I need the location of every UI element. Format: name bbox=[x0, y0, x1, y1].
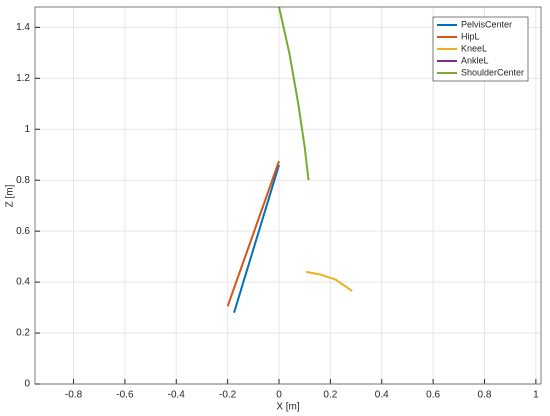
x-tick-label: -0.2 bbox=[219, 390, 237, 401]
legend-label: ShoulderCenter bbox=[461, 67, 524, 77]
y-tick-label: 0.4 bbox=[16, 277, 30, 288]
y-axis-label: Z [m] bbox=[5, 184, 16, 207]
y-tick-label: 0.8 bbox=[16, 175, 30, 186]
y-tick-label: 1 bbox=[24, 124, 30, 135]
x-tick-label: 0.4 bbox=[375, 390, 389, 401]
x-tick-label: 1 bbox=[533, 390, 539, 401]
y-tick-label: 0.2 bbox=[16, 328, 30, 339]
y-tick-label: 0.6 bbox=[16, 226, 30, 237]
line bbox=[233, 164, 280, 313]
legend: PelvisCenter HipL KneeL AnkleL ShoulderCente… bbox=[432, 16, 529, 82]
y-tick-label: 1.4 bbox=[16, 22, 30, 33]
x-tick-label: -0.8 bbox=[65, 390, 83, 401]
line bbox=[278, 6, 310, 181]
legend-label: HipL bbox=[461, 31, 480, 41]
line bbox=[226, 160, 280, 307]
line bbox=[305, 270, 353, 292]
x-tick-label: 0.6 bbox=[426, 390, 440, 401]
x-tick-label: 0.8 bbox=[478, 390, 492, 401]
x-tick-label: -0.4 bbox=[168, 390, 186, 401]
legend-label: PelvisCenter bbox=[461, 19, 512, 29]
legend-label: KneeL bbox=[461, 43, 487, 53]
x-tick-label: 0.2 bbox=[323, 390, 337, 401]
x-axis-label: X [m] bbox=[276, 402, 300, 413]
legend-label: AnkleL bbox=[461, 55, 489, 65]
y-tick-label: 0 bbox=[24, 379, 30, 390]
x-tick-label: 0 bbox=[276, 390, 282, 401]
y-tick-label: 1.2 bbox=[16, 73, 30, 84]
x-tick-label: -0.6 bbox=[116, 390, 134, 401]
axes-box bbox=[34, 6, 542, 385]
